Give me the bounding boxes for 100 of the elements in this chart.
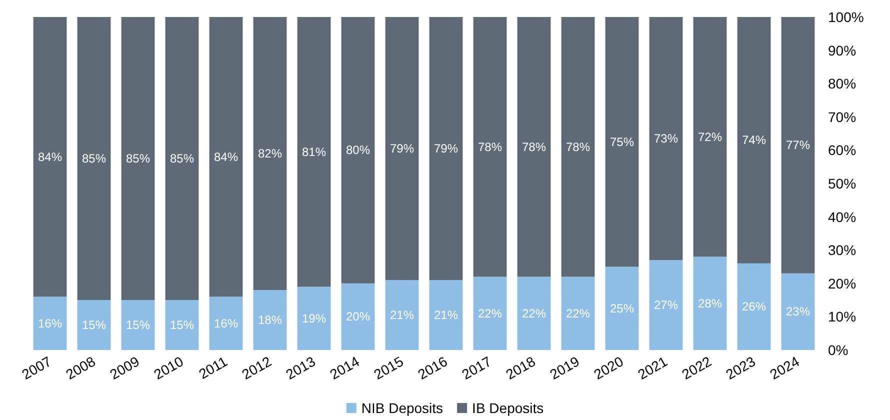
bar <box>517 17 551 277</box>
x-tick-label: 2015 <box>371 352 406 382</box>
bar <box>121 17 155 300</box>
bar <box>693 256 727 350</box>
y-tick-label: 20% <box>828 275 856 292</box>
bar <box>649 260 683 350</box>
bar <box>473 276 507 350</box>
data-label: 84% <box>38 150 62 164</box>
legend-label: IB Deposits <box>472 400 544 416</box>
bar <box>341 283 375 350</box>
data-label: 81% <box>302 144 326 159</box>
data-label: 25% <box>610 301 634 316</box>
data-label: 78% <box>566 140 590 154</box>
data-label: 15% <box>170 318 194 332</box>
bar <box>77 300 111 350</box>
x-tick-label: 2011 <box>196 352 230 382</box>
data-label: 72% <box>698 130 722 144</box>
bar <box>33 296 67 350</box>
bar <box>385 17 419 280</box>
bar <box>737 263 771 350</box>
data-label: 79% <box>390 142 414 156</box>
legend-label: NIB Deposits <box>361 400 444 416</box>
y-tick-label: 50% <box>828 176 856 192</box>
bar <box>561 276 595 350</box>
bar <box>781 273 815 350</box>
data-label: 27% <box>654 298 678 312</box>
bar <box>253 290 287 350</box>
y-tick-label: 100% <box>828 9 864 25</box>
data-label: 85% <box>82 152 106 166</box>
data-label: 16% <box>38 316 62 330</box>
x-tick-label: 2024 <box>767 352 802 382</box>
data-label: 73% <box>654 132 678 146</box>
bar <box>121 300 155 350</box>
x-tick-label: 2014 <box>327 352 362 382</box>
x-tick-label: 2008 <box>63 352 98 382</box>
bar <box>693 17 727 257</box>
bar <box>385 280 419 350</box>
x-tick-label: 2020 <box>591 352 626 382</box>
data-label: 23% <box>786 304 810 319</box>
bar <box>781 17 815 274</box>
y-tick-label: 60% <box>828 142 856 158</box>
data-label: 79% <box>434 142 458 156</box>
x-tick-label: 2009 <box>107 352 142 382</box>
data-label: 78% <box>522 140 546 154</box>
data-label: 77% <box>786 138 810 152</box>
bar <box>429 17 463 280</box>
y-tick-label: 90% <box>828 42 856 58</box>
x-tick-label: 2017 <box>459 352 494 382</box>
bar <box>737 17 771 264</box>
y-tick-label: 10% <box>828 308 856 325</box>
data-label: 21% <box>390 308 414 322</box>
bar <box>297 286 331 350</box>
data-label: 20% <box>346 310 370 324</box>
x-tick-label: 2018 <box>503 352 538 382</box>
bar <box>297 17 331 287</box>
data-label: 22% <box>478 306 502 320</box>
data-label: 22% <box>566 306 590 320</box>
bar <box>561 17 595 277</box>
y-tick-label: 70% <box>828 108 856 125</box>
x-tick-label: 2010 <box>151 352 186 382</box>
data-label: 15% <box>126 318 150 332</box>
bar <box>77 17 111 300</box>
data-label: 74% <box>742 133 766 148</box>
data-label: 85% <box>126 152 150 166</box>
data-label: 82% <box>258 146 282 161</box>
bar <box>209 17 243 297</box>
data-label: 22% <box>522 306 546 320</box>
y-tick-label: 80% <box>828 76 856 92</box>
y-tick-label: 0% <box>828 342 848 358</box>
bar <box>605 266 639 350</box>
data-label: 84% <box>214 150 238 164</box>
bar <box>649 17 683 260</box>
x-tick-label: 2023 <box>723 352 758 382</box>
x-tick-label: 2019 <box>547 352 582 382</box>
data-label: 21% <box>434 308 458 322</box>
x-tick-label: 2012 <box>239 352 274 382</box>
data-label: 16% <box>214 316 238 330</box>
x-tick-label: 2007 <box>19 352 54 382</box>
y-tick-label: 40% <box>828 208 856 225</box>
data-label: 78% <box>478 140 502 154</box>
x-tick-label: 2016 <box>415 352 450 382</box>
x-tick-label: 2022 <box>679 352 714 382</box>
x-tick-label: 2013 <box>283 352 318 382</box>
data-label: 85% <box>170 152 194 166</box>
data-label: 26% <box>742 300 766 314</box>
data-label: 75% <box>610 134 634 149</box>
bar <box>517 276 551 350</box>
bar <box>605 17 639 267</box>
data-label: 19% <box>302 311 326 326</box>
bar <box>429 280 463 350</box>
bar <box>253 17 287 290</box>
bar <box>473 17 507 277</box>
data-label: 28% <box>698 296 722 310</box>
bar <box>33 17 67 297</box>
data-label: 18% <box>258 313 282 328</box>
bar <box>341 17 375 284</box>
data-label: 80% <box>346 143 370 158</box>
bar <box>209 296 243 350</box>
data-label: 15% <box>82 318 106 332</box>
bar <box>165 17 199 300</box>
